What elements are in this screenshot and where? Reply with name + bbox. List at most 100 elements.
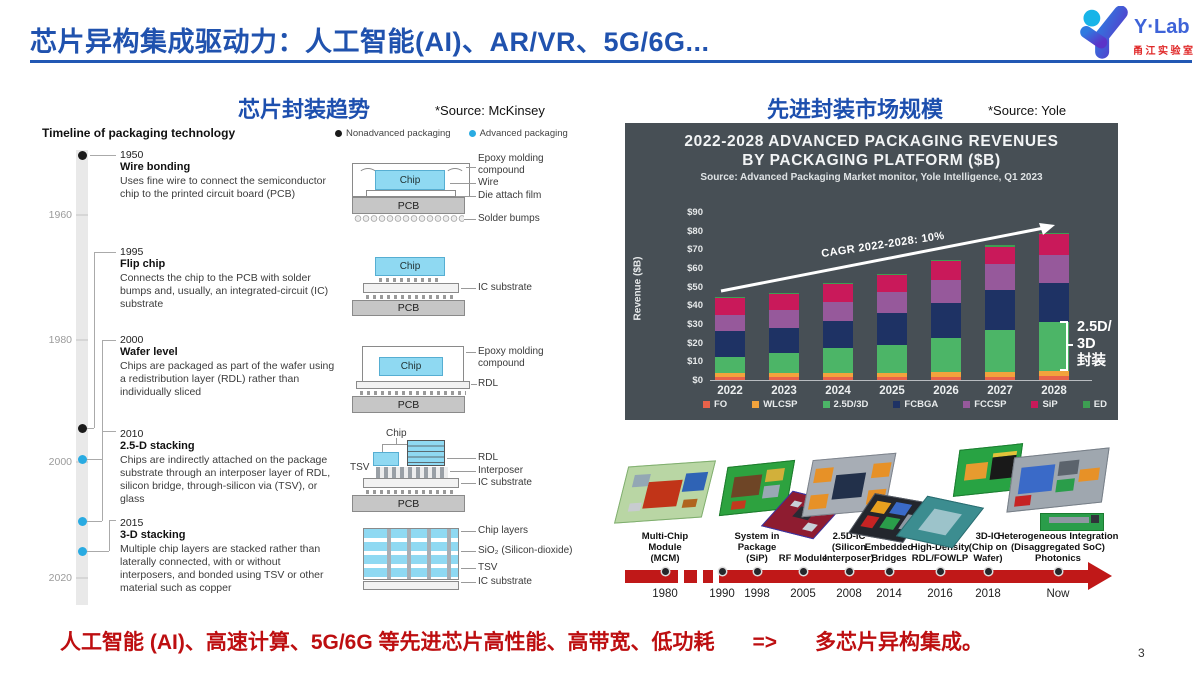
timeline-connector (86, 551, 109, 552)
chart-source: Source: Advanced Packaging Market monito… (700, 172, 1043, 183)
evolution-dot (984, 568, 992, 575)
d3-label-rdl: RDL (478, 378, 499, 389)
bar-segment-ED (715, 297, 745, 298)
d4-bumps (366, 490, 456, 494)
chart-legend-item-WLCSP: WLCSP (752, 399, 798, 410)
d5-label-tsv: TSV (478, 562, 498, 573)
chart-ytick: $80 (687, 225, 703, 237)
entry-desc: Multiple chip layers are stacked rather … (120, 543, 324, 594)
evolution-dot (753, 568, 761, 575)
d2-pcb: PCB (352, 300, 465, 316)
timeline-connector (86, 428, 94, 429)
footer-statement: 人工智能 (AI)、高速计算、5G/6G 等先进芯片高性能、高带宽、低功耗 =>… (60, 626, 1150, 656)
entry-desc: Chips are packaged as part of the wafer … (120, 360, 335, 398)
bar-segment-WLCSP (1039, 370, 1069, 377)
module-die (860, 515, 880, 529)
d1-label-wire: Wire (478, 177, 499, 188)
bar-segment-FCBGA (985, 290, 1015, 330)
module-die (1049, 517, 1089, 523)
d2-bumps-2 (366, 295, 456, 299)
bar-segment-FCCSP (769, 310, 799, 328)
module-die (918, 508, 962, 536)
chart-title: 2022-2028 ADVANCED PACKAGING REVENUES BY… (684, 133, 1059, 169)
d2-label-substrate: IC substrate (478, 282, 532, 293)
timeline-axis-year: 1980 (48, 334, 72, 346)
timeline-connector (86, 521, 102, 522)
legend-swatch-icon (1082, 401, 1090, 408)
module-die (963, 461, 989, 481)
entry-title: 2.5-D stacking (120, 440, 195, 452)
evolution-year: 2005 (790, 588, 816, 600)
module-die (681, 471, 709, 492)
ylab-logo-icon (1080, 6, 1128, 59)
evolution-dot (661, 568, 669, 575)
timeline-dot-2015 (77, 546, 87, 556)
d5-label-substrate: IC substrate (478, 576, 532, 587)
bar-segment-ED (985, 244, 1015, 247)
timeline-entry: 2010 2.5-D stacking Chips are indirectly a… (120, 428, 342, 506)
entry-desc: Connects the chip to the PCB with solder… (120, 272, 329, 310)
evolution-year: 1980 (652, 588, 678, 600)
chart-ytick: $0 (692, 375, 703, 386)
yole-chart-panel: 2022-2028 ADVANCED PACKAGING REVENUES BY… (625, 123, 1118, 420)
timeline-dot-2000 (77, 454, 87, 464)
bar-segment-FCCSP (823, 301, 853, 322)
module-die (831, 472, 867, 500)
mcm-module-photo (613, 460, 717, 524)
legend-label: SiP (1042, 399, 1058, 410)
module-die (1055, 478, 1075, 493)
evolution-label: System in Package (SiP) (734, 531, 780, 564)
timeline-dot-1950 (77, 150, 87, 160)
legend-swatch-icon (963, 401, 971, 408)
timeline-axis-bar (76, 150, 88, 605)
evolution-year: 1998 (744, 588, 770, 600)
evolution-dot (799, 568, 807, 575)
timeline-connector (109, 520, 116, 521)
d4-tsv-label: TSV (350, 462, 370, 473)
legend-advanced: Advanced packaging (468, 128, 568, 139)
evolution-dot (718, 568, 726, 575)
bar-segment-FCCSP (931, 280, 961, 303)
footer-result: 多芯片异构集成。 (815, 631, 984, 654)
entry-year: 2015 (120, 517, 144, 529)
d1-wire-right (445, 168, 465, 183)
d1-label-dieattach: Die attach film (478, 190, 542, 201)
entry-title: Wire bonding (120, 161, 191, 173)
bar-segment-ED (1039, 233, 1069, 235)
entry-year: 1950 (120, 149, 144, 161)
bracket-label: 2.5D/ 3D 封装 (1077, 319, 1112, 369)
timeline-title: Timeline of packaging technology (42, 126, 236, 140)
d1-label-bumps: Solder bumps (478, 213, 540, 224)
legend-swatch-icon (1031, 401, 1039, 408)
chart-xtick: 2024 (825, 385, 851, 397)
evolution-label: Multi-Chip Module (MCM) (641, 531, 689, 564)
chart-xtick: 2027 (987, 385, 1013, 397)
module-die (1014, 494, 1032, 507)
evolution-arrowhead-icon (1088, 562, 1112, 590)
chart-legend-item-2.5D/3D: 2.5D/3D (822, 399, 868, 410)
evolution-arrow-bar (625, 570, 678, 583)
legend-nonadvanced: Nonadvanced packaging (335, 128, 451, 139)
entry-title: 3-D stacking (120, 529, 186, 541)
timeline-connector (86, 459, 102, 460)
d4-chip-top-label: Chip (386, 428, 407, 439)
chart-ytick: $40 (687, 300, 703, 312)
d4-label-substrate: IC substrate (478, 477, 532, 488)
evolution-arrow-bar (703, 570, 713, 583)
chart-xtick: 2025 (879, 385, 905, 397)
chart-ytick: $70 (687, 244, 703, 256)
legend-label: FO (714, 399, 728, 410)
d2-ic-substrate (363, 283, 459, 293)
chart-legend: FO WLCSP 2.5D/3D FCBGA FCCSP SiP ED (703, 399, 1107, 410)
timeline-dot-1995 (77, 423, 87, 433)
timeline-axis-tick (76, 577, 88, 579)
legend-swatch-icon (703, 401, 710, 408)
evolution-dot (936, 568, 944, 575)
page-title: 芯片异构集成驱动力：人工智能(AI)、AR/VR、5G/6G... (30, 27, 710, 57)
d1-label-epoxy: Epoxy molding compound (478, 153, 544, 176)
chart-legend-item-ED: ED (1082, 399, 1107, 410)
evolution-dot (845, 568, 853, 575)
footer-text: 人工智能 (AI)、高速计算、5G/6G 等先进芯片高性能、高带宽、低功耗 (60, 631, 715, 654)
chart-legend-item-FO: FO (703, 399, 727, 410)
bar-segment-2.5D/3D (1039, 322, 1069, 371)
